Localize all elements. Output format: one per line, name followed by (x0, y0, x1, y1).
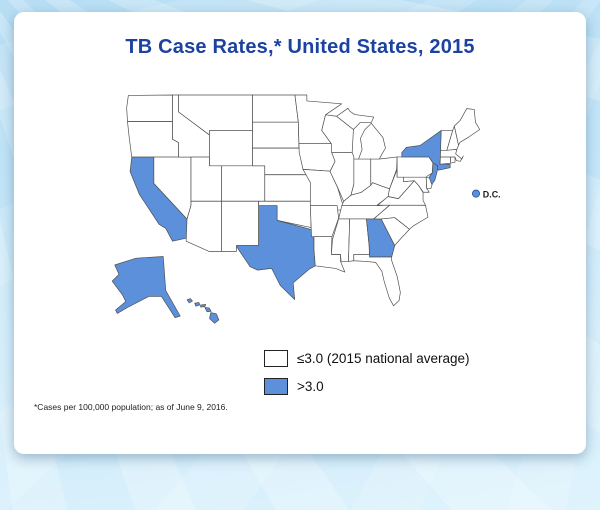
legend-swatch-at-or-below (264, 350, 288, 367)
state-nm (221, 200, 259, 252)
map-card: TB Case Rates,* United States, 2015 (14, 12, 586, 454)
state-nd (252, 94, 299, 123)
state-or (127, 121, 179, 158)
legend-label-at-or-below: ≤3.0 (2015 national average) (297, 351, 470, 366)
state-wa (126, 94, 173, 122)
state-ak (111, 256, 181, 319)
legend-swatch-above (264, 378, 288, 395)
map-legend: ≤3.0 (2015 national average) >3.0 (264, 350, 470, 395)
state-ia (298, 143, 336, 172)
state-co (221, 165, 266, 202)
state-pa (396, 156, 434, 178)
state-tx (236, 205, 316, 300)
state-sd (252, 121, 300, 149)
state-me (453, 108, 481, 146)
state-ct (439, 156, 452, 165)
legend-label-above: >3.0 (297, 379, 324, 394)
dc-callout: D.C. (472, 189, 501, 199)
state-ri (450, 156, 456, 164)
dc-marker (472, 189, 480, 198)
state-wy (209, 130, 253, 167)
state-mi (336, 107, 386, 160)
legend-item-above-average: >3.0 (264, 378, 470, 395)
state-fl (353, 254, 401, 307)
dc-label: D.C. (483, 189, 501, 199)
state-la (313, 236, 346, 273)
state-az (185, 200, 223, 252)
legend-item-at-or-below-average: ≤3.0 (2015 national average) (264, 350, 470, 367)
map-title: TB Case Rates,* United States, 2015 (125, 36, 475, 58)
state-ks (264, 174, 311, 202)
state-hi (186, 298, 220, 324)
state-nc (373, 204, 429, 230)
us-map: D.C. (111, 94, 501, 324)
state-ar (309, 205, 339, 238)
footnote: *Cases per 100,000 population; as of Jun… (34, 402, 228, 412)
